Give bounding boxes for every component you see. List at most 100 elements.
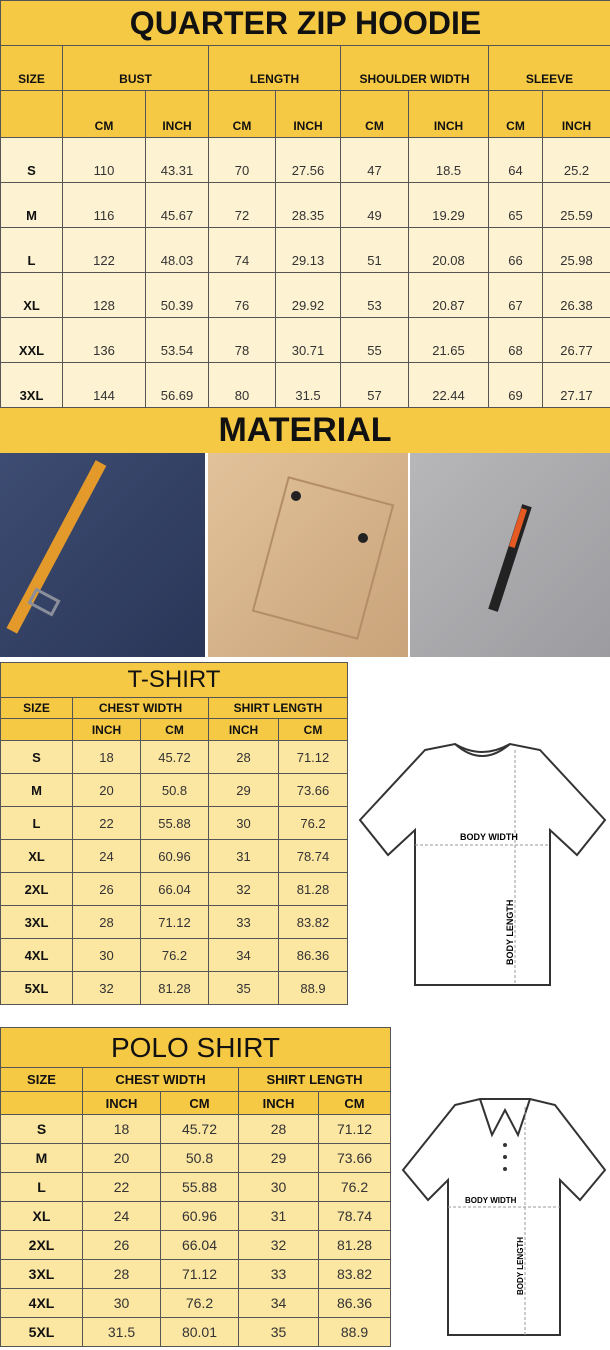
unit-header: INCH: [408, 90, 489, 138]
cell-value: 20: [82, 1143, 161, 1173]
cell-value: 28: [208, 740, 279, 774]
cell-value: 67: [488, 272, 543, 318]
column-header: LENGTH: [208, 45, 341, 91]
cell-value: 26.38: [541, 272, 610, 318]
cell-value: 27.17: [541, 362, 610, 408]
cell-value: 55.88: [160, 1172, 239, 1202]
table-title: QUARTER ZIP HOODIE: [0, 0, 610, 46]
cell-value: 35: [238, 1317, 319, 1347]
cell-value: 34: [238, 1288, 319, 1318]
cell-value: 28: [72, 905, 141, 939]
cell-value: 81.28: [317, 1230, 392, 1260]
cell-value: 25.2: [541, 137, 610, 183]
column-header: SIZE: [0, 45, 63, 91]
cell-value: 24: [82, 1201, 161, 1231]
table-row: 3XL 144 56.69 80 31.5 57 22.44 69 27.17: [0, 362, 610, 408]
cell-value: 50.39: [145, 272, 209, 318]
cell-value: 28.35: [275, 182, 341, 228]
unit-header: CM: [208, 90, 276, 138]
cell-value: 78.74: [317, 1201, 392, 1231]
body-length-label: BODY LENGTH: [505, 900, 515, 965]
cell-value: 27.56: [275, 137, 341, 183]
cell-value: 136: [62, 317, 146, 363]
size-label: 5XL: [0, 971, 73, 1005]
cell-value: 26: [72, 872, 141, 906]
column-header: CHEST WIDTH: [82, 1067, 239, 1092]
hoodie-size-table: QUARTER ZIP HOODIE SIZE BUST LENGTH SHOULDER…: [0, 0, 610, 408]
cell-value: 35: [208, 971, 279, 1005]
cell-value: 22.44: [408, 362, 489, 408]
cell-value: 29.92: [275, 272, 341, 318]
cell-value: 74: [208, 227, 276, 273]
cell-value: 86.36: [278, 938, 348, 972]
column-header: SHOULDER WIDTH: [340, 45, 489, 91]
cell-value: 33: [208, 905, 279, 939]
table-row: XL 128 50.39 76 29.92 53 20.87 67 26.38: [0, 272, 610, 318]
cell-value: 71.12: [317, 1114, 392, 1144]
cell-value: 45.67: [145, 182, 209, 228]
body-width-label: BODY WIDTH: [465, 1196, 517, 1205]
cell-value: 30: [82, 1288, 161, 1318]
cell-value: 78: [208, 317, 276, 363]
cell-value: 47: [340, 137, 409, 183]
cell-value: 76.2: [140, 938, 209, 972]
cell-value: 110: [62, 137, 146, 183]
table-row: XXL 136 53.54 78 30.71 55 21.65 68 26.77: [0, 317, 610, 363]
cell-value: 18.5: [408, 137, 489, 183]
cell-value: 19.29: [408, 182, 489, 228]
table-row: M 20 50.8 29 73.66: [0, 773, 348, 807]
size-label: XL: [0, 272, 63, 318]
table-row: L 22 55.88 30 76.2: [0, 806, 348, 840]
table-row: 3XL 28 71.12 33 83.82: [0, 1259, 392, 1289]
table-title: POLO SHIRT: [0, 1027, 392, 1068]
cell-value: 55: [340, 317, 409, 363]
size-label: L: [0, 806, 73, 840]
cell-value: 26.77: [541, 317, 610, 363]
navy-fabric-photo: [0, 453, 205, 657]
table-row: S 110 43.31 70 27.56 47 18.5 64 25.2: [0, 137, 610, 183]
cell-value: 60.96: [160, 1201, 239, 1231]
table-row: 5XL 32 81.28 35 88.9: [0, 971, 348, 1005]
cell-value: 28: [82, 1259, 161, 1289]
cell-value: 53: [340, 272, 409, 318]
cell-value: 29: [208, 773, 279, 807]
cell-value: 22: [82, 1172, 161, 1202]
size-label: L: [0, 1172, 83, 1202]
cell-value: 49: [340, 182, 409, 228]
unit-header: INCH: [275, 90, 341, 138]
polo-size-table: POLO SHIRT SIZE CHEST WIDTH SHIRT LENGTH INC…: [0, 1027, 392, 1347]
cell-value: 72: [208, 182, 276, 228]
tshirt-size-table: T-SHIRT SIZE CHEST WIDTH SHIRT LENGTH INCH CM…: [0, 662, 348, 1005]
table-row: 2XL 26 66.04 32 81.28: [0, 1230, 392, 1260]
cell-value: 116: [62, 182, 146, 228]
size-label: M: [0, 1143, 83, 1173]
table-row: 3XL 28 71.12 33 83.82: [0, 905, 348, 939]
size-label: L: [0, 227, 63, 273]
cell-value: 30: [208, 806, 279, 840]
cell-value: 73.66: [317, 1143, 392, 1173]
size-label: XL: [0, 839, 73, 873]
cell-value: 32: [72, 971, 141, 1005]
cell-value: 66.04: [160, 1230, 239, 1260]
cell-value: 88.9: [317, 1317, 392, 1347]
unit-header: INCH: [238, 1091, 319, 1115]
unit-header: CM: [278, 718, 348, 741]
body-width-label: BODY WIDTH: [460, 832, 518, 842]
cell-value: 144: [62, 362, 146, 408]
cell-value: 32: [208, 872, 279, 906]
cell-value: 18: [72, 740, 141, 774]
cell-value: 33: [238, 1259, 319, 1289]
size-label: 3XL: [0, 362, 63, 408]
khaki-fabric-photo: [208, 453, 408, 657]
cell-value: 64: [488, 137, 543, 183]
tshirt-diagram: BODY WIDTH BODY LENGTH: [358, 742, 607, 986]
size-label: S: [0, 1114, 83, 1144]
unit-header: INCH: [72, 718, 141, 741]
cell-value: 50.8: [160, 1143, 239, 1173]
cell-value: 20.08: [408, 227, 489, 273]
cell-value: 20: [72, 773, 141, 807]
column-header: SIZE: [0, 1067, 83, 1092]
cell-value: 76.2: [317, 1172, 392, 1202]
table-title: T-SHIRT: [0, 662, 348, 698]
cell-value: 83.82: [278, 905, 348, 939]
